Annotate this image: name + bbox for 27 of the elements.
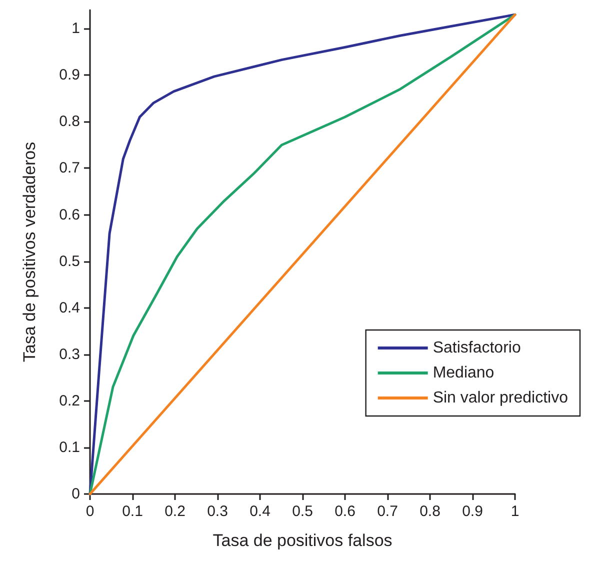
y-tick-label: 0.2 [59,392,80,410]
x-tick-label: 0.3 [207,503,228,520]
y-tick-label: 0 [72,486,80,502]
x-tick-label: 0.6 [334,503,356,520]
x-tick-label: 0.7 [377,503,398,520]
x-tick-label: 0.5 [292,503,313,520]
x-tick-label: 0.4 [250,503,270,520]
legend-label: Mediano [432,364,494,382]
x-axis-title: Tasa de positivos falsos [212,531,392,550]
x-tick-label: 0 [86,503,94,520]
y-tick-label: 0.1 [59,438,80,456]
legend-label: Satisfactorio [432,340,521,356]
y-tick-label: 1 [72,20,80,38]
y-tick-label: 0.9 [59,66,80,84]
y-tick-label: 0.4 [59,299,80,316]
y-tick-label: 0.3 [59,346,80,363]
x-tick-label: 0.9 [462,503,483,520]
x-tick-label: 0.2 [164,503,186,520]
legend-label: Sin valor predictivo [432,390,568,406]
y-axis-title: Tasa de positivos verdaderos [20,142,39,362]
x-tick-label: 0.1 [122,503,143,520]
x-tick-label: 1 [510,503,520,520]
y-tick-label: 0.8 [59,113,80,130]
y-tick-label: 0.7 [59,160,80,177]
y-tick-label: 0.6 [59,206,80,224]
x-tick-label: 0.8 [420,503,440,520]
y-tick-label: 0.5 [59,252,80,270]
